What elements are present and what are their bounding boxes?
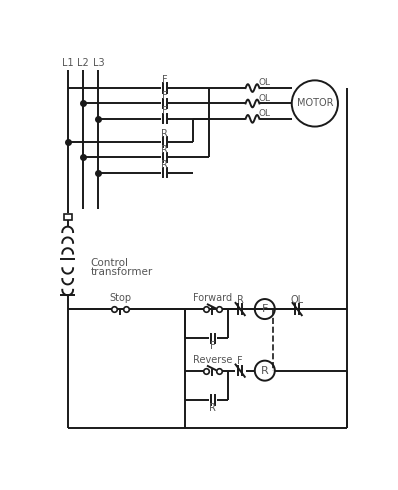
Text: R: R (161, 145, 168, 155)
Text: MOTOR: MOTOR (297, 98, 333, 108)
Text: R: R (261, 366, 269, 376)
Text: Stop: Stop (109, 294, 131, 303)
Text: L2: L2 (77, 58, 89, 69)
Text: Control: Control (91, 258, 129, 268)
Text: F: F (261, 304, 268, 314)
Text: R: R (161, 129, 168, 139)
Text: OL: OL (259, 109, 271, 118)
Text: OL: OL (259, 94, 271, 102)
Text: F: F (162, 91, 168, 101)
Text: Reverse: Reverse (193, 355, 232, 365)
Text: Forward: Forward (193, 294, 232, 303)
Text: OL: OL (291, 295, 304, 305)
Text: L1: L1 (62, 58, 74, 69)
Text: F: F (162, 75, 168, 85)
Text: R: R (209, 403, 216, 413)
Text: L3: L3 (93, 58, 104, 69)
Text: F: F (162, 106, 168, 116)
Text: F: F (237, 356, 243, 367)
Text: F: F (210, 341, 215, 351)
Text: OL: OL (259, 78, 271, 87)
Text: transformer: transformer (91, 267, 153, 277)
Bar (64, 214, 72, 220)
Text: R: R (161, 160, 168, 170)
Text: R: R (237, 295, 244, 305)
